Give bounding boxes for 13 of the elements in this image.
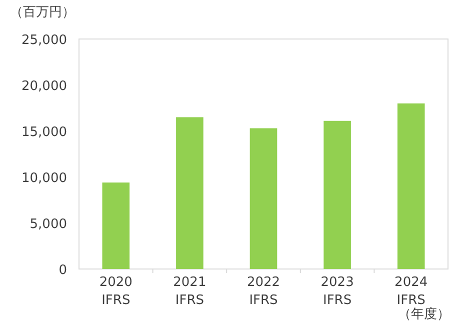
x-tick-label: 2024 IFRS <box>394 275 428 308</box>
y-tick-label: 25,000 <box>22 33 67 48</box>
x-tick-label: 2020 IFRS <box>99 275 132 308</box>
y-tick-label: 10,000 <box>22 171 67 186</box>
x-tick-label: 2021 IFRS <box>173 275 206 308</box>
x-axis-title: （年度） <box>398 306 450 322</box>
x-tick-label: 2022 IFRS <box>246 275 280 308</box>
y-axis-title: （百万円） <box>10 5 75 20</box>
y-tick-label: 20,000 <box>22 79 67 94</box>
y-tick-label: 0 <box>58 263 67 278</box>
y-tick-label: 5,000 <box>30 217 67 232</box>
x-tick-label: 2023 IFRS <box>320 275 354 308</box>
y-tick-label: 15,000 <box>22 125 67 140</box>
